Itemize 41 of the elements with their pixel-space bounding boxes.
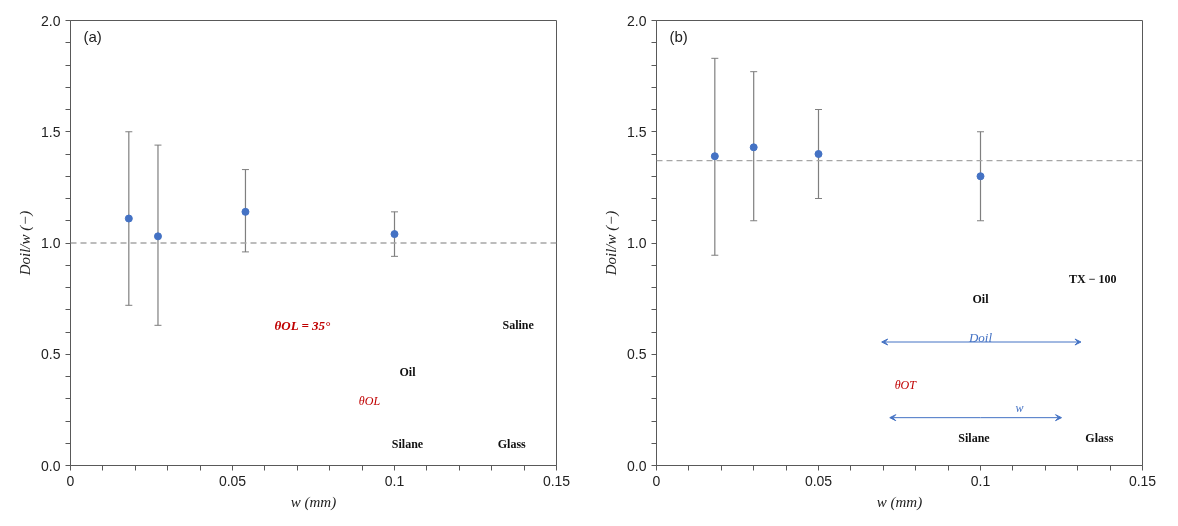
annotation: Saline — [502, 318, 535, 333]
annotation: Silane — [391, 437, 424, 452]
annotation: w — [1015, 400, 1024, 415]
annotation: θOL — [358, 393, 381, 408]
y-tick-label: 0.0 — [627, 457, 647, 474]
annotation: TX − 100 — [1069, 271, 1117, 286]
x-tick-label: 0.05 — [218, 472, 247, 489]
annotation: Doil — [967, 330, 993, 346]
annotation: θOT — [894, 378, 918, 393]
x-tick-label: 0.15 — [542, 472, 571, 489]
x-tick-label: 0 — [652, 472, 661, 489]
x-axis-title: w (mm) — [876, 493, 923, 511]
point — [814, 150, 823, 158]
x-tick-label: 0 — [66, 472, 75, 489]
annotation: Oil — [399, 365, 417, 380]
point — [710, 152, 719, 161]
y-tick-label: 1.5 — [627, 123, 647, 140]
annotation: Glass — [1085, 430, 1114, 445]
y-tick-label: 2.0 — [627, 12, 647, 29]
point — [749, 143, 758, 152]
x-tick-label: 0.05 — [804, 472, 833, 489]
y-tick-label: 1.0 — [41, 235, 61, 251]
y-axis-title: Doil/w (−) — [603, 210, 621, 277]
y-tick-label: 1.0 — [627, 235, 647, 251]
text: (a) — [83, 27, 102, 45]
annotation: θOL = 35° — [274, 317, 332, 333]
y-tick-label: 2.0 — [41, 12, 61, 29]
y-tick-label: 1.5 — [41, 123, 61, 140]
y-tick-label: 0.0 — [41, 457, 61, 474]
point — [976, 172, 985, 181]
annotation: Glass — [497, 437, 527, 452]
x-tick-label: 0.1 — [384, 472, 405, 489]
y-tick-label: 0.5 — [627, 346, 647, 363]
x-tick-label: 0.15 — [1128, 472, 1157, 489]
text: (b) — [669, 27, 688, 45]
y-axis-title: Doil/w (−) — [17, 210, 35, 277]
x-tick-label: 0.1 — [970, 472, 991, 489]
y-tick-label: 0.5 — [41, 346, 61, 363]
annotation: Silane — [958, 430, 991, 445]
annotation: Oil — [972, 291, 990, 306]
x-axis-title: w (mm) — [290, 493, 337, 511]
